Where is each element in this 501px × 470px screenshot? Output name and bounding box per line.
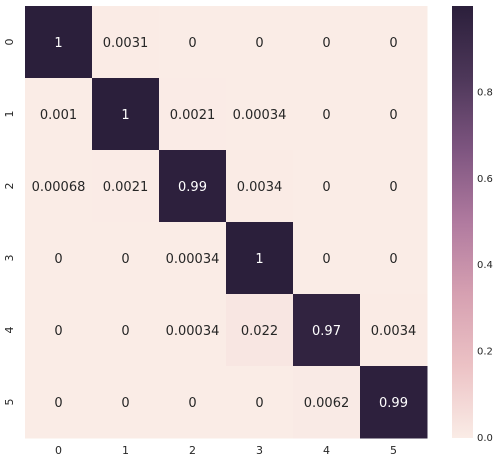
heatmap-cell	[92, 6, 160, 79]
x-tick-label: 4	[323, 444, 330, 457]
heatmap-cell-label: 0.0062	[304, 396, 350, 411]
heatmap-cell-label: 0	[389, 36, 397, 51]
x-tick-label: 2	[189, 444, 196, 457]
heatmap-cell-label: 0	[255, 36, 263, 51]
heatmap-cell	[92, 366, 160, 439]
x-tick-label: 1	[122, 444, 129, 457]
heatmap-cell-label: 0	[121, 252, 129, 267]
heatmap-cell	[360, 366, 428, 439]
heatmap-cell-label: 0	[188, 36, 196, 51]
y-tick-label: 2	[3, 183, 16, 190]
heatmap-cell-label: 0.001	[40, 108, 77, 123]
colorbar-tick-label: 0.6	[477, 174, 493, 185]
heatmap-cell	[92, 222, 160, 295]
heatmap-cell	[92, 78, 160, 151]
heatmap-cell	[226, 150, 294, 223]
heatmap-cell	[25, 78, 93, 151]
heatmap-cell	[293, 150, 361, 223]
heatmap-cell-label: 0.97	[312, 324, 341, 339]
x-tick-label: 0	[55, 444, 62, 457]
heatmap-cell	[92, 150, 160, 223]
heatmap-cell	[25, 366, 93, 439]
heatmap-cell	[25, 6, 93, 79]
heatmap-cell-label: 0	[54, 252, 62, 267]
heatmap-cell	[226, 78, 294, 151]
heatmap-cell-label: 0.022	[241, 324, 278, 339]
heatmap-cell	[293, 366, 361, 439]
heatmap-cell-labels: 1 0.0031 0 0 0 0 0.001 1 0.0021 0.00034 0 0 0.00068 0…	[32, 36, 417, 411]
heatmap-cell-label: 1	[54, 36, 62, 51]
y-axis-ticks: 0 1 2 3 4 5	[3, 39, 16, 406]
y-tick-label: 0	[3, 39, 16, 46]
heatmap-cell-label: 0	[322, 252, 330, 267]
heatmap-cell-label: 0.99	[178, 180, 207, 195]
heatmap-cell	[293, 294, 361, 367]
heatmap-cell-label: 0.00068	[32, 180, 86, 195]
heatmap-cell	[360, 294, 428, 367]
heatmap-cell	[159, 78, 227, 151]
heatmap-cell	[360, 150, 428, 223]
heatmap-cell-label: 0.00034	[166, 324, 220, 339]
heatmap-cell-label: 0.99	[379, 396, 408, 411]
heatmap-cell-label: 0.0031	[103, 36, 149, 51]
colorbar-tick-label: 0.0	[477, 433, 493, 444]
heatmap-cell-label: 0	[121, 396, 129, 411]
heatmap-cell-label: 0	[389, 108, 397, 123]
x-tick-label: 5	[390, 444, 397, 457]
heatmap-cell	[360, 222, 428, 295]
colorbar-tick-label: 0.4	[477, 260, 493, 271]
heatmap-cell	[360, 78, 428, 151]
heatmap-cell-label: 0.0034	[371, 324, 417, 339]
x-tick-label: 3	[256, 444, 263, 457]
heatmap-cell	[25, 294, 93, 367]
colorbar: 0.0 0.2 0.4 0.6 0.8	[452, 6, 493, 444]
colorbar-tick-label: 0.8	[477, 87, 493, 98]
heatmap-cell-label: 0.00034	[233, 108, 287, 123]
heatmap-cell	[25, 150, 93, 223]
heatmap-cell-label: 0	[54, 396, 62, 411]
heatmap-cell-label: 0	[255, 396, 263, 411]
heatmap-cell	[25, 222, 93, 295]
y-tick-label: 3	[3, 255, 16, 262]
heatmap-cell	[293, 78, 361, 151]
heatmap-cell-label: 0	[54, 324, 62, 339]
x-axis-ticks: 0 1 2 3 4 5	[55, 444, 397, 457]
colorbar-gradient	[452, 6, 473, 438]
heatmap-cell	[293, 222, 361, 295]
heatmap-cell	[226, 6, 294, 79]
heatmap-cell	[226, 222, 294, 295]
heatmap-cell	[159, 6, 227, 79]
heatmap-cell	[159, 222, 227, 295]
heatmap-cell-label: 1	[121, 108, 129, 123]
heatmap-cell	[159, 150, 227, 223]
heatmap-cell	[226, 294, 294, 367]
heatmap-cell-label: 0.0021	[170, 108, 216, 123]
heatmap-cell-label: 0	[389, 252, 397, 267]
heatmap-cell	[159, 294, 227, 367]
y-tick-label: 4	[3, 327, 16, 334]
heatmap-cell	[226, 366, 294, 439]
y-tick-label: 1	[3, 111, 16, 118]
heatmap-cell-label: 0.0034	[237, 180, 283, 195]
heatmap-cell-label: 1	[255, 252, 263, 267]
heatmap-cell-label: 0	[389, 180, 397, 195]
heatmap-cell-label: 0	[322, 180, 330, 195]
colorbar-tick-label: 0.2	[477, 347, 493, 358]
heatmap-cell-label: 0	[188, 396, 196, 411]
heatmap-cell-label: 0	[322, 36, 330, 51]
heatmap-cell	[360, 6, 428, 79]
heatmap-cell	[293, 6, 361, 79]
heatmap-cell	[159, 366, 227, 439]
y-tick-label: 5	[3, 399, 16, 406]
heatmap-cell-label: 0	[322, 108, 330, 123]
heatmap-cell-label: 0.00034	[166, 252, 220, 267]
heatmap-cell-label: 0.0021	[103, 180, 149, 195]
heatmap-cell	[92, 294, 160, 367]
heatmap-cells	[25, 6, 428, 439]
heatmap-cell-label: 0	[121, 324, 129, 339]
